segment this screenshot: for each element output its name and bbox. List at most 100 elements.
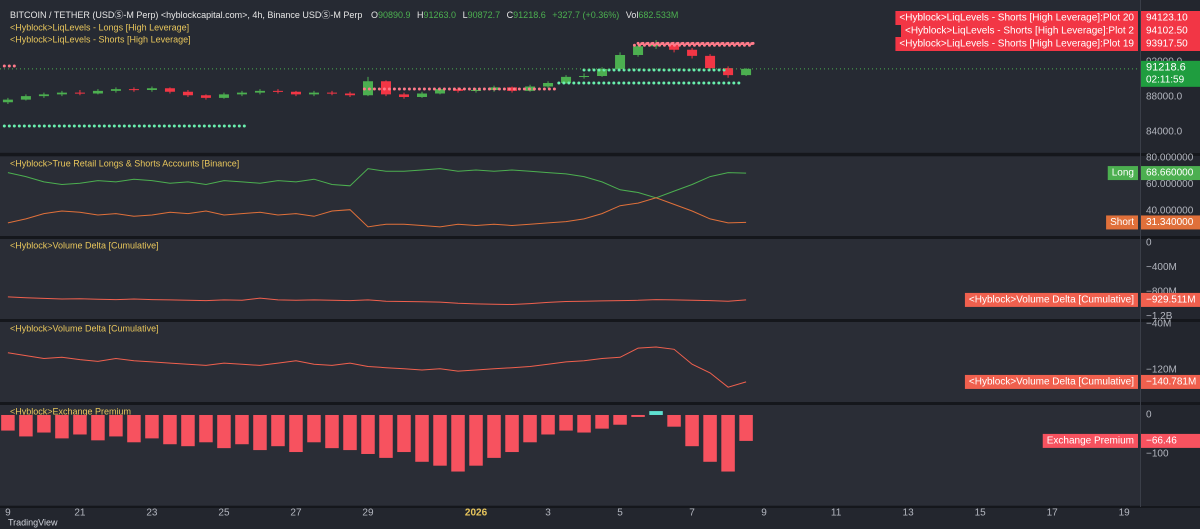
bar [433, 414, 447, 466]
candle-body [543, 82, 554, 87]
candle-body [381, 81, 392, 95]
candle-body [471, 89, 482, 91]
candle-body [435, 89, 446, 94]
candle-body [74, 92, 85, 94]
x-tick-label: 23 [146, 508, 158, 519]
candle-body [453, 89, 464, 91]
bar [55, 414, 69, 439]
bar [577, 414, 591, 433]
bar [523, 414, 537, 443]
bar [235, 414, 249, 445]
bar [127, 414, 141, 443]
candle-body [164, 88, 175, 92]
field-value: 91263.0 [424, 10, 457, 20]
x-tick-label: 15 [975, 508, 987, 519]
series-line [7, 296, 747, 306]
candle-body [651, 44, 662, 47]
bar [253, 414, 267, 451]
candle-body [308, 92, 319, 95]
candle-body [290, 91, 301, 95]
price-tag [1141, 60, 1200, 87]
candle-body [362, 81, 373, 96]
candle-body [218, 94, 229, 98]
candle-body [687, 49, 698, 56]
y-tick-label: 80.000000 [1146, 153, 1194, 164]
x-tick-label: 13 [903, 508, 915, 519]
value-tag [1141, 374, 1200, 389]
field-value: 682.533M [638, 10, 678, 20]
bar [667, 414, 681, 427]
pane-title: <Hyblock>Exchange Premium [10, 406, 131, 416]
bar [1, 414, 15, 431]
candle-body [20, 96, 31, 100]
x-tick-label: 7 [689, 508, 695, 519]
value-tag [1141, 11, 1200, 25]
bar [145, 414, 159, 439]
candle-body [254, 90, 265, 93]
candle-body [741, 68, 752, 76]
value-tag-text: −929.511M [1146, 295, 1196, 306]
bar [415, 414, 429, 462]
candle-body [723, 68, 734, 76]
series-line [7, 346, 747, 388]
y-tick-label: 88000.0 [1146, 92, 1183, 103]
name-tag [964, 292, 1138, 307]
bar [91, 414, 105, 441]
x-tick-label: 27 [290, 508, 302, 519]
field-key: O [371, 10, 378, 20]
bar [325, 414, 339, 449]
name-tag-text: Long [1112, 168, 1134, 179]
bar [649, 411, 663, 415]
name-tag [964, 374, 1138, 389]
change: +327.7 (+0.36%) [552, 10, 619, 20]
candle-body [200, 95, 211, 98]
candle-body [92, 90, 103, 94]
x-tick-label: 25 [218, 508, 230, 519]
field-key: H [417, 10, 424, 20]
field-key: L [463, 10, 468, 20]
x-tick-label: 29 [362, 508, 374, 519]
bar [397, 414, 411, 453]
candle-body [128, 89, 139, 91]
y-tick-label: 40.000000 [1146, 206, 1194, 217]
x-tick-label: 9 [5, 508, 11, 519]
y-tick-label: 0 [1146, 410, 1152, 421]
name-tag-text: Short [1110, 217, 1134, 228]
bar [307, 414, 321, 443]
candle-body [56, 92, 67, 95]
value-tag-text: 94102.50 [1146, 26, 1188, 37]
field-value: 90872.7 [468, 10, 501, 20]
bar [505, 414, 519, 453]
bar [343, 414, 357, 451]
bar [361, 414, 375, 454]
field-value: 90890.9 [378, 10, 411, 20]
series-line [7, 197, 747, 228]
bar [109, 414, 123, 437]
name-tag [1107, 166, 1138, 181]
value-tag [1141, 292, 1200, 307]
candle-body [272, 90, 283, 92]
value-tag [1141, 215, 1200, 230]
x-tick-label: 2026 [465, 508, 488, 519]
value-tag [1141, 24, 1200, 38]
countdown: 02:11:59 [1146, 74, 1185, 85]
bar [703, 414, 717, 462]
name-tag [900, 24, 1138, 38]
candle-body [615, 54, 626, 69]
candle-body [579, 75, 590, 77]
candle-body [182, 91, 193, 96]
x-tick-label: 9 [761, 508, 767, 519]
value-tag-text: 94123.10 [1146, 13, 1188, 24]
candle-body [597, 68, 608, 76]
name-tag [895, 11, 1138, 25]
legend-entry: <Hyblock>LiqLevels - Shorts [High Levera… [10, 34, 191, 44]
y-tick-label: −400M [1146, 262, 1177, 273]
bar [685, 414, 699, 447]
candle-body [146, 88, 157, 90]
y-tick-label: −40M [1146, 319, 1171, 330]
pane-title: <Hyblock>Volume Delta [Cumulative] [10, 240, 159, 250]
bar [541, 414, 555, 435]
marks: 9 21 23 25 27 29 2026 3 5 7 9 11 13 15 17 19 84000.0 8800… [0, 11, 1200, 519]
candle-body [326, 92, 337, 94]
